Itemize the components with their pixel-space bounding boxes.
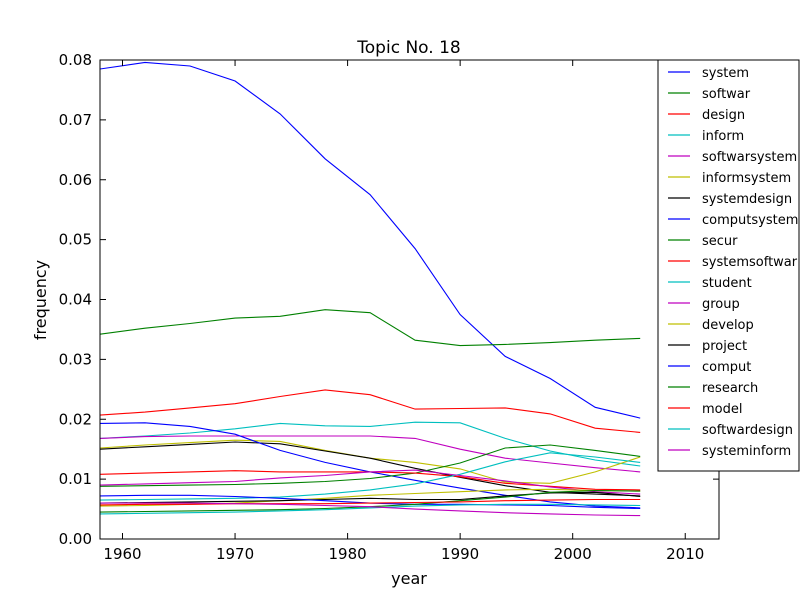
y-tick-label: 0.01 bbox=[59, 470, 92, 488]
legend-box bbox=[657, 59, 800, 472]
series-line-system bbox=[100, 61, 641, 419]
legend-label-softwardesign: softwardesign bbox=[702, 423, 793, 438]
y-tick-label: 0.04 bbox=[59, 291, 92, 309]
y-tick-label: 0.03 bbox=[59, 350, 92, 368]
series-line-systeminform bbox=[100, 502, 641, 517]
series-line-student bbox=[100, 452, 641, 501]
legend-label-informsystem: informsystem bbox=[702, 171, 791, 186]
legend-label-systemsoftwar: systemsoftwar bbox=[702, 255, 798, 270]
y-tick-label: 0.00 bbox=[59, 530, 92, 548]
series-line-design bbox=[100, 389, 641, 433]
y-tick-label: 0.08 bbox=[59, 51, 92, 69]
series-line-systemsoftwar bbox=[100, 470, 641, 491]
legend-label-model: model bbox=[702, 402, 742, 417]
chart-title: Topic No. 18 bbox=[356, 38, 460, 58]
y-tick-label: 0.07 bbox=[59, 111, 92, 129]
series-line-softwardesign bbox=[100, 503, 641, 515]
series-line-research bbox=[100, 489, 641, 513]
x-tick-label: 1970 bbox=[216, 545, 254, 563]
legend-label-computsystem: computsystem bbox=[702, 213, 798, 228]
legend-label-design: design bbox=[702, 108, 745, 123]
axis-ticks: 1960 1970 1980 1990 2000 2010 0.00 0.01 0.02 0.03… bbox=[59, 51, 719, 563]
x-tick-label: 2000 bbox=[554, 545, 592, 563]
legend-label-systeminform: systeminform bbox=[702, 444, 791, 459]
legend-label-system: system bbox=[702, 66, 749, 81]
y-tick-label: 0.05 bbox=[59, 231, 92, 249]
y-tick-label: 0.06 bbox=[59, 171, 92, 189]
legend-label-softwarsystem: softwarsystem bbox=[702, 150, 797, 165]
y-axis-label: frequency bbox=[31, 260, 50, 340]
x-tick-label: 2010 bbox=[666, 545, 704, 563]
legend-label-softwar: softwar bbox=[702, 87, 751, 102]
x-tick-label: 1990 bbox=[441, 545, 479, 563]
legend-label-systemdesign: systemdesign bbox=[702, 192, 792, 207]
legend-label-comput: comput bbox=[702, 360, 751, 375]
y-tick-label: 0.02 bbox=[59, 410, 92, 428]
plot-lines bbox=[100, 61, 641, 517]
legend-label-inform: inform bbox=[702, 129, 744, 144]
legend-label-research: research bbox=[702, 381, 758, 396]
series-line-group bbox=[100, 469, 641, 495]
legend: systemsoftwardesigninformsoftwarsystemin… bbox=[657, 59, 800, 472]
legend-label-student: student bbox=[702, 276, 752, 291]
series-line-softwar bbox=[100, 309, 641, 347]
legend-label-project: project bbox=[702, 339, 747, 354]
x-tick-label: 1980 bbox=[329, 545, 367, 563]
legend-label-secur: secur bbox=[702, 234, 738, 249]
series-line-project bbox=[100, 491, 641, 504]
x-tick-label: 1960 bbox=[103, 545, 141, 563]
legend-label-develop: develop bbox=[702, 318, 754, 333]
series-line-inform bbox=[100, 421, 641, 467]
series-line-secur bbox=[100, 444, 641, 487]
x-axis-label: year bbox=[391, 569, 427, 588]
series-line-model bbox=[100, 498, 641, 506]
legend-label-group: group bbox=[702, 297, 740, 312]
series-line-informsystem bbox=[100, 439, 641, 484]
series-line-softwarsystem bbox=[100, 435, 641, 473]
